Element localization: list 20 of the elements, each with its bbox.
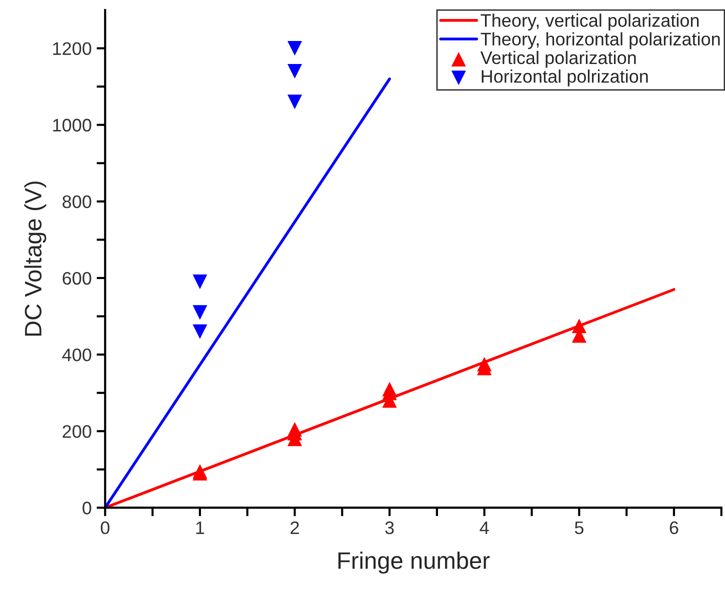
y-tick-label: 400 bbox=[62, 348, 92, 362]
y-tick-label: 1000 bbox=[53, 118, 92, 132]
x-tick-label: 5 bbox=[574, 522, 584, 534]
y-tick-label: 600 bbox=[62, 272, 92, 285]
y-tick-label: 800 bbox=[62, 195, 92, 208]
x-tick-label: 4 bbox=[480, 522, 489, 534]
x-axis-title: Fringe number bbox=[338, 552, 490, 574]
x-tick-label: 2 bbox=[290, 521, 299, 534]
x-tick-label: 1 bbox=[196, 522, 204, 534]
x-tick-label: 3 bbox=[385, 521, 394, 534]
legend-label: Theory, vertical polarization bbox=[480, 14, 699, 30]
x-tick-label: 0 bbox=[100, 521, 110, 534]
y-tick-label: 0 bbox=[82, 502, 92, 514]
x-tick-label: 6 bbox=[670, 521, 678, 534]
y-axis-title: DC Voltage (V) bbox=[24, 182, 46, 336]
y-tick-label: 1200 bbox=[53, 42, 92, 56]
legend-label: Theory, horizontal polarization bbox=[480, 32, 720, 50]
y-tick-label: 200 bbox=[62, 425, 92, 438]
legend-label: Horizontal polrization bbox=[482, 70, 648, 86]
legend-label: Vertical polarization bbox=[480, 50, 636, 68]
